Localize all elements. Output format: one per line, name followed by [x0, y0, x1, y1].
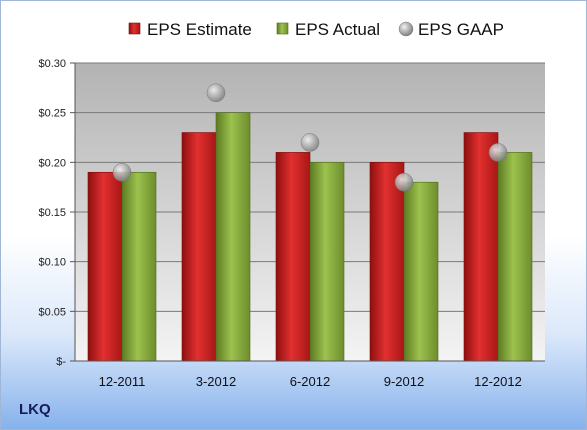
point-eps-gaap — [112, 163, 132, 182]
y-axis: $- $0.05 $0.10 $0.15 $0.20 $0.25 $0.30 — [38, 58, 76, 368]
legend-actual-label: EPS Actual — [295, 20, 380, 39]
legend-estimate-label: EPS Estimate — [147, 20, 252, 39]
legend-gaap-label: EPS GAAP — [418, 20, 504, 39]
legend-actual-swatch — [276, 22, 289, 35]
x-axis: 12-2011 3-2012 6-2012 9-2012 12-2012 — [75, 360, 545, 389]
bar-eps-actual — [403, 181, 439, 362]
point-eps-gaap — [206, 83, 226, 103]
bar-eps-estimate — [463, 132, 499, 362]
bar-eps-estimate — [275, 152, 311, 362]
point-eps-gaap — [394, 172, 414, 192]
bar-eps-actual — [215, 112, 251, 362]
y-tick-label: $0.25 — [38, 108, 66, 120]
bar-eps-actual — [121, 171, 157, 362]
legend: EPS Estimate EPS Actual EPS GAAP — [128, 20, 504, 39]
y-tick-label: $- — [56, 356, 66, 368]
y-tick-label: $0.20 — [38, 157, 66, 169]
x-tick-label: 9-2012 — [384, 374, 424, 389]
bar-eps-estimate — [181, 132, 217, 362]
bar-eps-actual — [497, 152, 533, 362]
bar-eps-actual — [309, 162, 345, 362]
point-eps-gaap — [488, 143, 508, 162]
ticker-label: LKQ — [19, 401, 51, 418]
legend-gaap-swatch — [398, 21, 414, 37]
bar-eps-estimate — [87, 171, 123, 362]
x-tick-label: 6-2012 — [290, 374, 330, 389]
y-tick-label: $0.30 — [38, 58, 66, 70]
y-tick-label: $0.15 — [38, 207, 66, 219]
point-eps-gaap — [300, 133, 320, 152]
bar-eps-estimate — [369, 162, 405, 362]
x-tick-label: 3-2012 — [196, 374, 236, 389]
bars — [87, 112, 533, 362]
y-tick-label: $0.10 — [38, 257, 66, 269]
x-tick-label: 12-2012 — [474, 374, 522, 389]
y-tick-label: $0.05 — [38, 306, 66, 318]
legend-estimate-swatch — [128, 22, 141, 35]
x-tick-label: 12-2011 — [99, 374, 146, 389]
gaap-points — [112, 83, 508, 192]
